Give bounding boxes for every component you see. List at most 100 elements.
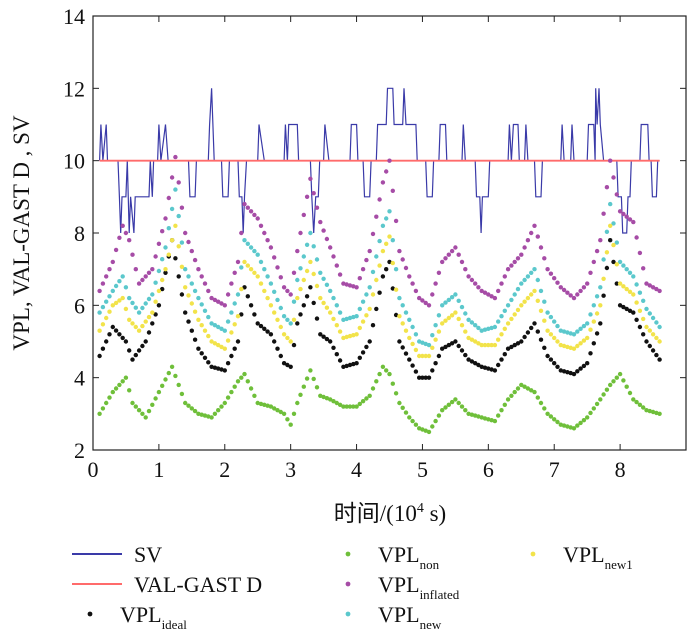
- data-point-vpl-new1: [440, 321, 445, 326]
- data-point-vpl-inflated: [127, 238, 132, 243]
- data-point-vpl-new1: [278, 324, 283, 330]
- data-point-vpl-new1: [324, 305, 330, 310]
- data-point-vpl-ideal: [423, 375, 428, 380]
- data-point-vpl-new1: [614, 262, 619, 267]
- data-point-vpl-non: [403, 410, 409, 415]
- data-point-vpl-new: [146, 296, 152, 302]
- data-point-vpl-new1: [212, 341, 218, 346]
- data-point-vpl-new1: [578, 341, 583, 346]
- data-point-vpl-ideal: [179, 292, 185, 297]
- data-point-vpl-ideal: [548, 357, 554, 362]
- data-point-vpl-inflated: [123, 230, 129, 236]
- data-point-vpl-non: [644, 408, 649, 413]
- data-point-vpl-inflated: [354, 285, 359, 290]
- data-point-vpl-new1: [127, 317, 132, 322]
- legend-swatch: [345, 581, 351, 587]
- series-layer: [97, 87, 662, 435]
- data-point-vpl-new1: [502, 326, 507, 331]
- data-point-vpl-inflated: [331, 254, 336, 259]
- data-point-vpl-non: [466, 411, 471, 416]
- data-point-vpl-ideal: [235, 339, 241, 344]
- data-point-vpl-inflated: [304, 194, 310, 199]
- x-tick-label: 0: [88, 457, 99, 482]
- data-point-vpl-new: [285, 317, 290, 322]
- data-point-vpl-ideal: [581, 363, 587, 369]
- data-point-vpl-non: [229, 389, 234, 395]
- data-point-vpl-new1: [423, 353, 428, 359]
- legend-item-vpl-inflated: VPLinflated: [345, 572, 460, 602]
- data-point-vpl-new: [621, 263, 626, 268]
- data-point-vpl-inflated: [104, 274, 109, 279]
- data-point-vpl-new1: [225, 338, 231, 343]
- data-point-vpl-non: [186, 403, 191, 408]
- data-point-vpl-ideal: [265, 329, 270, 334]
- data-point-vpl-new1: [209, 339, 214, 344]
- data-point-vpl-ideal: [357, 355, 362, 360]
- data-point-vpl-new1: [575, 343, 580, 349]
- data-point-vpl-ideal: [529, 325, 534, 331]
- data-point-vpl-inflated: [239, 230, 244, 236]
- data-point-vpl-non: [331, 399, 336, 404]
- data-point-vpl-inflated: [173, 154, 178, 160]
- data-point-vpl-non: [492, 418, 498, 424]
- data-point-vpl-ideal: [449, 341, 455, 346]
- data-point-vpl-new: [522, 277, 527, 283]
- data-point-vpl-ideal: [561, 369, 567, 374]
- data-point-vpl-inflated: [476, 285, 481, 290]
- data-point-vpl-inflated: [575, 292, 580, 297]
- data-point-vpl-non: [407, 415, 412, 420]
- data-point-vpl-new: [179, 240, 185, 245]
- data-point-vpl-new: [594, 294, 600, 299]
- data-point-vpl-ideal: [344, 363, 349, 369]
- data-point-vpl-new: [304, 242, 310, 247]
- data-point-vpl-ideal: [647, 343, 652, 349]
- data-point-vpl-ideal: [374, 306, 379, 312]
- data-point-vpl-new1: [130, 321, 135, 326]
- data-point-vpl-inflated: [377, 197, 382, 202]
- x-axis: 0 1 2 3 4 5 6 7 8: [88, 16, 626, 482]
- data-point-vpl-ideal: [370, 323, 376, 328]
- data-point-vpl-ideal: [219, 367, 224, 372]
- data-point-vpl-non: [268, 404, 274, 409]
- data-point-vpl-non: [351, 404, 356, 409]
- data-point-vpl-ideal: [400, 345, 405, 350]
- data-point-vpl-non: [357, 401, 362, 407]
- data-point-vpl-non: [614, 375, 619, 380]
- data-point-vpl-inflated: [248, 209, 254, 214]
- data-point-vpl-non: [133, 404, 138, 409]
- data-point-vpl-new: [393, 267, 399, 272]
- data-point-vpl-new1: [611, 242, 616, 248]
- data-point-vpl-ideal: [545, 353, 550, 359]
- data-point-vpl-new1: [206, 333, 211, 339]
- series-vpl-inflated: [97, 154, 662, 308]
- data-point-vpl-ideal: [535, 329, 540, 334]
- data-point-vpl-new1: [594, 311, 600, 316]
- data-point-vpl-new: [219, 326, 224, 331]
- data-point-vpl-ideal: [502, 352, 507, 357]
- data-point-vpl-new: [281, 314, 287, 319]
- data-point-vpl-new1: [654, 335, 659, 341]
- legend-item-vpl-new: VPLnew: [345, 602, 442, 632]
- data-point-vpl-inflated: [136, 281, 142, 286]
- data-point-vpl-non: [160, 383, 165, 388]
- data-point-vpl-ideal: [328, 339, 333, 344]
- data-point-vpl-new: [351, 314, 356, 320]
- data-point-vpl-ideal: [627, 308, 633, 313]
- data-point-vpl-new1: [608, 223, 613, 228]
- data-point-vpl-new: [364, 292, 369, 297]
- data-point-vpl-non: [532, 389, 537, 395]
- data-point-vpl-inflated: [314, 205, 320, 210]
- data-point-vpl-new1: [248, 267, 254, 272]
- data-point-vpl-inflated: [169, 175, 175, 180]
- data-point-vpl-non: [262, 402, 267, 407]
- data-point-vpl-new1: [146, 314, 152, 320]
- legend-swatch: [345, 611, 351, 617]
- data-point-vpl-ideal: [552, 361, 557, 366]
- data-point-vpl-inflated: [512, 259, 517, 265]
- data-point-vpl-new: [552, 319, 557, 324]
- data-point-vpl-new: [449, 295, 455, 300]
- data-point-vpl-non: [604, 387, 610, 392]
- data-point-vpl-inflated: [367, 248, 372, 254]
- data-point-vpl-new1: [258, 281, 264, 286]
- data-point-vpl-new1: [120, 295, 125, 301]
